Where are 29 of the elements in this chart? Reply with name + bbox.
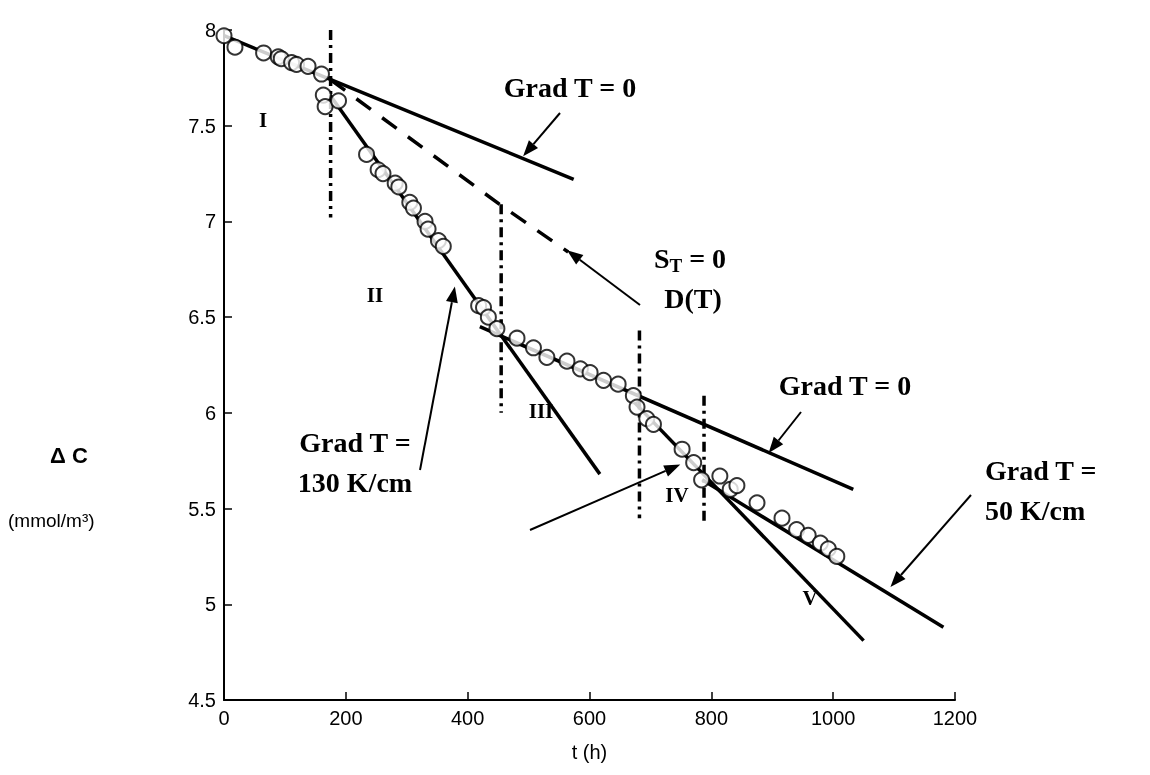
x-tick-label: 400 — [450, 707, 485, 729]
annotation: Grad T = 0 — [503, 71, 637, 103]
y-tick-label: 6 — [204, 401, 216, 424]
text: Grad T = — [985, 454, 1097, 486]
annotation: II — [366, 283, 384, 307]
x-axis-title: t (h) — [571, 741, 608, 763]
y-tick-label: 5.5 — [188, 497, 216, 520]
annotation: Grad T = — [299, 426, 411, 458]
x-tick-label: 600 — [572, 707, 607, 729]
text: 50 K/cm — [985, 494, 1086, 526]
y-tick-label: 8 — [204, 19, 216, 41]
annotation: 130 K/cm — [297, 466, 413, 498]
y-tick-label: 7 — [204, 210, 216, 233]
y-tick-label: 4.5 — [188, 689, 216, 711]
y-tick-label: 6.5 — [188, 306, 216, 329]
text: Δ C (mmol/m³) — [8, 442, 95, 531]
annotation: D(T) — [664, 282, 722, 314]
annotation: I — [258, 108, 268, 132]
x-tick-label: 1200 — [932, 707, 978, 729]
y-tick-label: 7.5 — [188, 114, 216, 137]
annotation: V — [802, 586, 818, 610]
y-tick-label: 5 — [204, 593, 216, 616]
x-tick-label: 200 — [329, 707, 363, 729]
annotation: IV — [665, 483, 689, 507]
x-tick-label: 0 — [218, 707, 230, 729]
annotation: III — [528, 399, 554, 423]
annotation: Grad T = 0 — [778, 369, 912, 401]
x-tick-label: 800 — [694, 707, 729, 729]
x-tick-label: 1000 — [810, 707, 856, 729]
